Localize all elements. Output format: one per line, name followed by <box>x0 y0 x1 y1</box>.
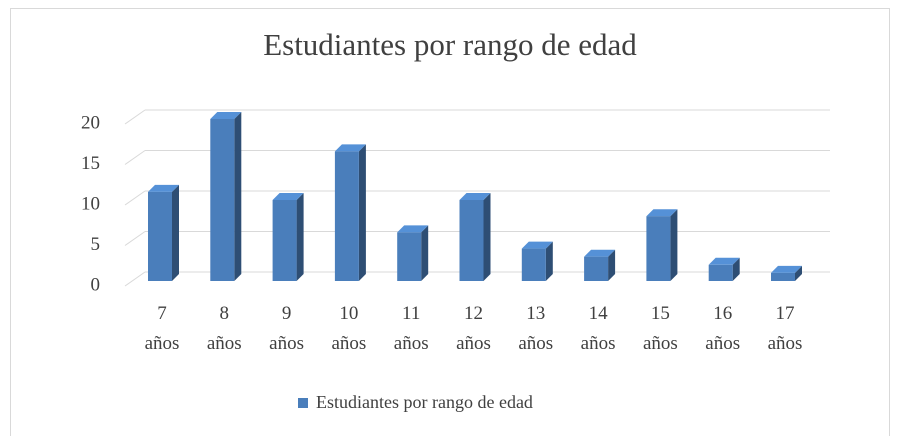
bar-side <box>172 184 179 281</box>
chart-border <box>10 8 890 436</box>
bar-side <box>732 257 740 281</box>
bar-top <box>708 257 740 265</box>
bar-top <box>584 249 616 257</box>
legend-label: Estudiantes por rango de edad <box>316 392 533 412</box>
x-tick-label: 8 años <box>207 303 242 354</box>
x-tick-label: 13 años <box>518 303 553 354</box>
bar <box>584 256 609 281</box>
bar-side <box>234 112 242 281</box>
x-tick-label: 11 años <box>394 303 429 354</box>
bar-side <box>421 225 429 281</box>
bar-top <box>210 112 242 119</box>
bar <box>646 216 671 281</box>
bar-side <box>608 249 616 281</box>
x-tick-label: 10 años <box>331 303 366 354</box>
bar-side <box>358 144 366 281</box>
bar <box>210 119 235 281</box>
y-tick-label: 15 <box>81 153 100 174</box>
x-tick-label: 9 años <box>269 303 304 354</box>
bar-top <box>397 225 429 233</box>
bar-side <box>545 241 553 281</box>
y-tick-label: 10 <box>81 193 100 214</box>
bar-top <box>148 184 179 192</box>
bar-top <box>771 265 802 273</box>
x-tick-label: 12 años <box>456 303 491 354</box>
bar <box>459 200 484 281</box>
bar-side <box>483 193 491 281</box>
chart-title: Estudiantes por rango de edad <box>263 27 637 62</box>
x-tick-label: 7 años <box>145 303 180 354</box>
bar-top <box>272 193 304 200</box>
grid-line <box>124 109 146 125</box>
x-tick-label: 15 años <box>643 303 678 354</box>
bar <box>334 151 359 281</box>
bar <box>771 272 795 281</box>
grid-line <box>124 231 146 246</box>
grid-line <box>124 190 146 206</box>
bar-side <box>795 265 802 281</box>
grid-line <box>124 271 146 287</box>
y-tick-label: 0 <box>91 274 101 295</box>
bar-top <box>521 241 553 249</box>
bar-top <box>646 209 678 217</box>
bar <box>148 191 172 281</box>
bar <box>708 264 733 281</box>
x-tick-label: 16 años <box>705 303 740 354</box>
y-tick-label: 5 <box>91 234 101 255</box>
grid-line <box>124 150 146 165</box>
x-tick-label: 14 años <box>581 303 616 354</box>
bar-side <box>670 209 678 281</box>
x-tick-label: 17 años <box>768 303 803 354</box>
bar-top <box>334 144 366 152</box>
legend-swatch <box>298 398 308 408</box>
y-tick-label: 20 <box>81 112 100 133</box>
bar <box>272 200 297 281</box>
bar <box>397 232 422 281</box>
bar-side <box>296 193 304 281</box>
bar-top <box>459 193 491 200</box>
bar <box>521 248 546 281</box>
